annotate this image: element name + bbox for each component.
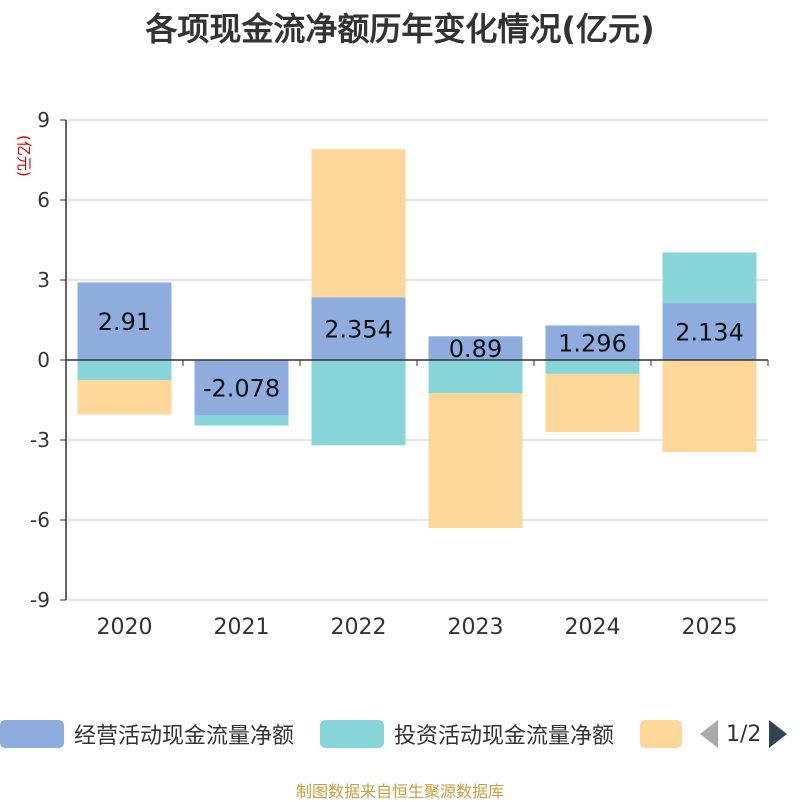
bar-1-2023[interactable]: [428, 360, 523, 394]
bar-0-2020[interactable]: [77, 282, 172, 360]
cashflow-chart: 9 6 3 0 -3 -6 -9 2020 2021 2022 2023 2024 2025 2.91 -2…: [30, 108, 769, 640]
x-tick-label: 2022: [331, 615, 387, 640]
data-label: 2.134: [675, 319, 744, 347]
legend-label-operating: 经营活动现金流量净额: [74, 724, 295, 749]
y-tick-label: 0: [37, 348, 50, 372]
bar-1-2025[interactable]: [662, 252, 757, 304]
x-tick-label: 2021: [214, 615, 270, 640]
data-label: 0.89: [449, 335, 502, 363]
y-tick-label: 6: [37, 188, 50, 212]
data-label: 2.354: [324, 316, 393, 344]
legend-swatch-financing: [640, 720, 682, 748]
legend-next-arrow-icon[interactable]: [769, 720, 788, 748]
data-source-note: 制图数据来自恒生聚源数据库: [295, 782, 504, 801]
data-label: 2.91: [98, 308, 151, 336]
bar-0-2024[interactable]: [545, 325, 640, 360]
legend-pager: 1/2: [700, 712, 788, 756]
y-tick-label: 9: [37, 108, 50, 132]
bar-2-2020[interactable]: [77, 380, 172, 415]
bar-0-2021[interactable]: [194, 360, 289, 416]
bar-2-2024[interactable]: [545, 373, 640, 432]
bar-0-2023[interactable]: [428, 336, 523, 360]
data-label: -2.078: [203, 375, 280, 403]
legend-item-operating[interactable]: 经营活动现金流量净额: [0, 712, 294, 756]
chart-title: 各项现金流净额历年变化情况(亿元): [145, 10, 655, 48]
legend: 经营活动现金流量净额 投资活动现金流量净额 1/2: [0, 712, 800, 756]
legend-swatch-investing: [320, 720, 384, 748]
data-label: 1.296: [558, 330, 627, 358]
y-tick-label: -3: [30, 428, 50, 452]
x-tick-label: 2024: [565, 615, 621, 640]
y-tick-label: -6: [30, 508, 50, 532]
bar-1-2024[interactable]: [545, 360, 640, 374]
bar-1-2020[interactable]: [77, 360, 172, 380]
legend-prev-arrow-icon[interactable]: [700, 720, 718, 748]
legend-item-investing[interactable]: 投资活动现金流量净额: [320, 712, 614, 756]
legend-item-financing[interactable]: [640, 712, 682, 756]
bar-1-2021[interactable]: [194, 415, 289, 426]
legend-page-indicator: 1/2: [726, 721, 762, 747]
x-tick-label: 2025: [682, 615, 738, 640]
bar-2-2025[interactable]: [662, 360, 757, 452]
x-tick-label: 2020: [97, 615, 153, 640]
bar-1-2022[interactable]: [311, 360, 406, 446]
bar-2-2023[interactable]: [428, 393, 523, 528]
bar-0-2025[interactable]: [662, 303, 757, 360]
legend-swatch-operating: [0, 720, 64, 748]
bar-0-2022[interactable]: [311, 297, 406, 360]
y-tick-label: 3: [37, 268, 50, 292]
legend-label-investing: 投资活动现金流量净额: [394, 724, 615, 749]
y-tick-label: -9: [30, 588, 50, 612]
bar-2-2022[interactable]: [311, 149, 406, 298]
x-tick-label: 2023: [448, 615, 504, 640]
